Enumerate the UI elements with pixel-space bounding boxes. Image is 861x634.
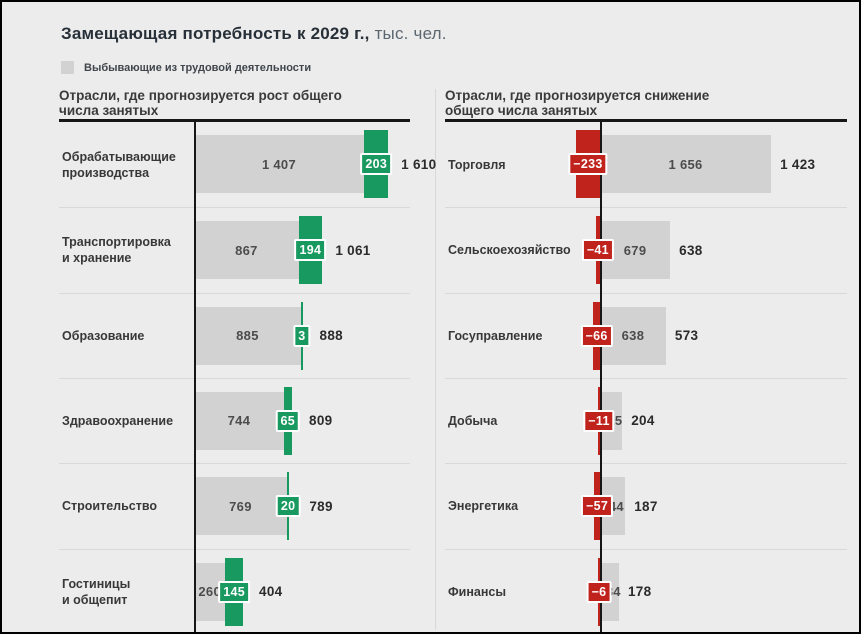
- decline-chart: Торговля 1 656 −233 1 423 Сельскоехозяйство 6…: [445, 119, 847, 632]
- chart-row: Строительство 769 20 789: [59, 463, 410, 548]
- base-bar: [194, 391, 284, 450]
- total-value: 178: [628, 584, 652, 600]
- base-value: 260: [198, 584, 221, 600]
- chart-row: Гостиницы и общепит 260 145 404: [59, 548, 410, 632]
- total-value: 204: [631, 413, 655, 429]
- chart-row: Здравоохранение 744 65 809: [59, 377, 410, 463]
- row-label: Госуправление: [448, 328, 543, 343]
- chart-row: Сельскоехозяйство 679 −41 638: [445, 207, 847, 292]
- total-value: 404: [259, 584, 283, 600]
- legend-swatch: [61, 61, 74, 74]
- page-title-main: Замещающая потребность к 2029 г.,: [61, 24, 370, 43]
- row-label: Здравоохранение: [62, 414, 174, 429]
- base-value: 638: [621, 328, 645, 344]
- total-value: 809: [309, 413, 333, 429]
- delta-value-badge: 3: [293, 324, 311, 347]
- total-value: 1 423: [780, 156, 816, 172]
- delta-value-badge: −57: [580, 495, 614, 518]
- base-value: 867: [235, 242, 258, 258]
- delta-value-badge: −11: [583, 409, 615, 432]
- row-label: Финансы: [448, 584, 507, 599]
- legend-label: Выбывающие из трудовой деятельности: [84, 61, 312, 74]
- base-value: 769: [229, 498, 252, 514]
- growth-chart: Обрабатывающие производства 1 407 203 1 610…: [59, 119, 436, 632]
- delta-value-badge: 65: [275, 409, 301, 432]
- decline-column: Отрасли, где прогнозируется снижение общ…: [445, 88, 847, 632]
- growth-column-heading: Отрасли, где прогнозируется рост общего …: [59, 88, 342, 118]
- base-value: 679: [623, 242, 647, 258]
- chart-row: Обрабатывающие производства 1 407 203 1 610: [59, 122, 436, 207]
- axis-line: [194, 122, 196, 632]
- growth-column: Отрасли, где прогнозируется рост общего …: [59, 88, 436, 632]
- decline-column-heading: Отрасли, где прогнозируется снижение общ…: [445, 88, 710, 118]
- total-value: 1 610: [401, 156, 437, 172]
- chart-row: Образование 885 3 888: [59, 292, 410, 378]
- total-value: 789: [309, 498, 333, 514]
- page-title: Замещающая потребность к 2029 г., тыс. че…: [61, 24, 447, 44]
- row-label: Энергетика: [448, 499, 519, 514]
- total-value: 888: [319, 328, 343, 344]
- delta-value-badge: −6: [586, 580, 612, 603]
- delta-value-badge: −233: [568, 153, 608, 175]
- delta-value-badge: 20: [275, 495, 301, 518]
- total-value: 573: [674, 328, 699, 344]
- base-bar: [194, 135, 364, 193]
- row-label: Образование: [62, 328, 145, 343]
- total-value: 1 061: [335, 242, 371, 258]
- delta-value-badge: −41: [581, 239, 614, 262]
- chart-legend: Выбывающие из трудовой деятельности: [61, 61, 311, 74]
- page-title-unit: тыс. чел.: [374, 24, 447, 43]
- row-label: Добыча: [448, 414, 498, 429]
- total-value: 638: [679, 242, 703, 258]
- chart-row: Транспортировка и хранение 867 194 1 061: [59, 207, 410, 292]
- row-label: Сельскоехозяйство: [448, 243, 571, 258]
- base-value: 1 407: [261, 156, 296, 172]
- row-label: Обрабатывающие производства: [62, 149, 176, 180]
- base-bar: [194, 306, 301, 365]
- delta-value-badge: 203: [360, 153, 393, 175]
- base-value: 885: [236, 328, 259, 344]
- row-label: Строительство: [62, 499, 158, 514]
- base-bar: [600, 135, 772, 193]
- delta-value-badge: −66: [580, 324, 613, 347]
- base-value: 744: [227, 413, 251, 429]
- total-value: 187: [634, 498, 658, 514]
- base-bar: [194, 221, 299, 280]
- base-bar: [194, 477, 287, 536]
- column-divider: [435, 89, 436, 630]
- row-label: Гостиницы и общепит: [62, 576, 131, 607]
- axis-line: [600, 122, 602, 632]
- row-label: Транспортировка и хранение: [62, 235, 171, 266]
- chart-row: Госуправление 638 −66 573: [445, 292, 847, 378]
- base-value: 1 656: [668, 156, 703, 172]
- chart-row: Торговля 1 656 −233 1 423: [445, 122, 847, 207]
- row-label: Торговля: [448, 157, 506, 172]
- delta-value-badge: 194: [294, 239, 327, 262]
- delta-value-badge: 145: [218, 580, 251, 603]
